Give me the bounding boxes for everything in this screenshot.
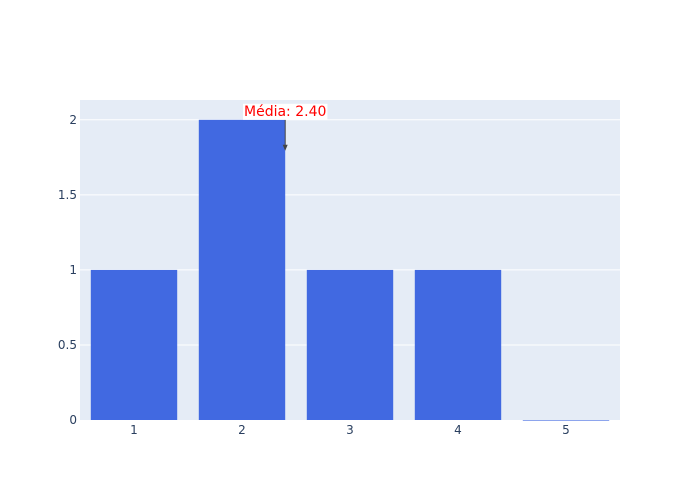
x-tick-label: 1 [130,423,138,437]
bar-2 [198,119,286,421]
x-tick-label: 5 [562,423,570,437]
y-tick-label: 0 [69,413,77,427]
annotation-background [243,103,328,120]
bar-5 [522,420,610,421]
y-tick-label: 2 [69,113,77,127]
y-axis-ticks: 0 0.5 1 1.5 2 [58,113,77,427]
x-tick-label: 4 [454,423,462,437]
annotation-arrowhead [282,144,288,151]
x-tick-label: 3 [346,423,354,437]
bars [90,119,610,421]
x-tick-label: 2 [238,423,246,437]
bar-4 [414,269,502,420]
annotation-label: Média: 2.40 [244,104,326,120]
y-tick-label: 1 [69,263,77,277]
mean-annotation: Média: 2.40 [243,103,328,151]
y-tick-label: 1.5 [58,188,77,202]
bar-1 [90,269,178,420]
x-axis-ticks: 1 2 3 4 5 [130,423,570,437]
y-tick-label: 0.5 [58,338,77,352]
bar-3 [306,269,394,420]
